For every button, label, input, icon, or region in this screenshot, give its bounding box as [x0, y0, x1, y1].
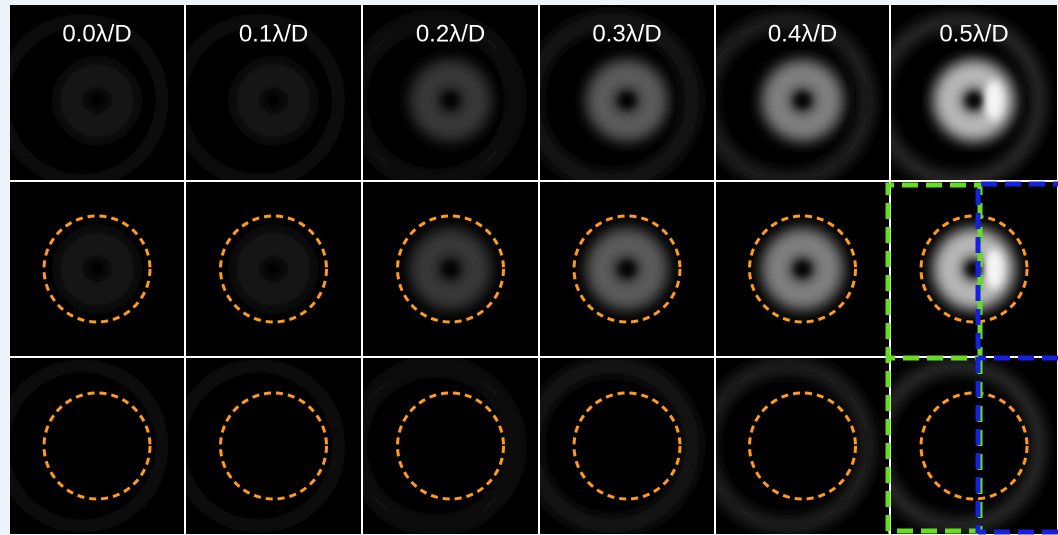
- column-label: 0.2λ/D: [416, 20, 485, 47]
- panel-image: [601, 243, 653, 295]
- core: [267, 94, 281, 108]
- panel: [356, 358, 539, 534]
- panel-image: [71, 243, 123, 295]
- core: [267, 262, 281, 276]
- panel: [2, 358, 184, 534]
- core: [620, 94, 634, 108]
- panel: [532, 358, 714, 534]
- panel: 0.4λ/D: [708, 5, 890, 181]
- panel: [10, 182, 184, 356]
- panel-image: [248, 243, 300, 295]
- core: [444, 262, 458, 276]
- panel: [363, 182, 538, 356]
- panel: [186, 182, 361, 356]
- core: [796, 94, 810, 108]
- panel: 0.3λ/D: [532, 5, 714, 181]
- core: [967, 94, 981, 108]
- panel: 0.0λ/D: [2, 5, 184, 181]
- column-label: 0.3λ/D: [592, 20, 661, 47]
- column-label: 0.5λ/D: [939, 20, 1008, 47]
- core: [90, 262, 104, 276]
- panel: [879, 358, 1057, 534]
- panel: [891, 182, 1057, 356]
- core: [620, 262, 634, 276]
- panel-image: [425, 243, 477, 295]
- panel: [708, 358, 890, 534]
- hot-spot: [984, 249, 1004, 289]
- core: [90, 94, 104, 108]
- figure: 0.0λ/D 0.1λ/D 0.2λ/D 0.3λ/D 0.4λ/D 0.5λ/D: [0, 0, 1058, 535]
- hot-spot: [984, 81, 1004, 121]
- panel-image: [777, 243, 829, 295]
- panel: [540, 182, 714, 356]
- panel: 0.2λ/D: [356, 5, 539, 181]
- column-label: 0.1λ/D: [239, 20, 308, 47]
- core: [444, 94, 458, 108]
- panel: [716, 182, 889, 356]
- column-label: 0.4λ/D: [768, 20, 837, 47]
- panel: 0.5λ/D: [879, 5, 1057, 181]
- panel: [179, 358, 362, 534]
- core: [796, 262, 810, 276]
- panel: 0.1λ/D: [179, 5, 362, 181]
- column-label: 0.0λ/D: [62, 20, 131, 47]
